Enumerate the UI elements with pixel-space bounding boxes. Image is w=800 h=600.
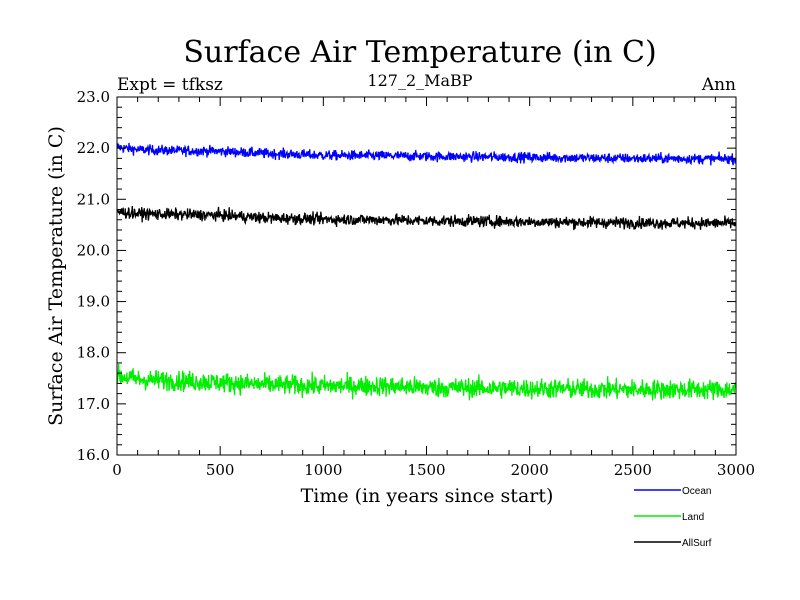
legend-label-land: Land (682, 512, 704, 523)
y-tick-label: 18.0 (77, 344, 110, 362)
x-tick-label: 2500 (614, 461, 652, 479)
series-allsurf-line (116, 205, 737, 231)
x-tick-label: 0 (112, 461, 122, 479)
legend: Ocean Land AllSurf (634, 486, 712, 549)
series-land-line (116, 363, 737, 401)
legend-label-ocean: Ocean (682, 486, 711, 497)
x-tick-label: 2000 (511, 461, 549, 479)
chart-subtitle: 127_2_MaBP (367, 71, 472, 90)
plot-area: 0 500 1000 1500 2000 2500 3000 16.0 17.0 18.0 19.0… (77, 88, 756, 479)
y-tick-label: 21.0 (77, 190, 110, 208)
y-tick-label: 16.0 (77, 446, 110, 464)
x-tick-label: 1000 (304, 461, 342, 479)
experiment-label: Expt = tfksz (117, 75, 223, 95)
x-tick-label: 1500 (407, 461, 445, 479)
series-ocean-line (116, 142, 737, 166)
y-axis-label: Surface Air Temperature (in C) (45, 126, 67, 426)
legend-label-allsurf: AllSurf (682, 538, 712, 549)
y-tick-label: 22.0 (77, 139, 110, 157)
x-tick-label: 3000 (717, 461, 755, 479)
y-tick-label: 20.0 (77, 241, 110, 259)
y-tick-label: 23.0 (77, 88, 110, 106)
y-tick-label: 19.0 (77, 293, 110, 311)
chart-title: Surface Air Temperature (in C) (183, 35, 656, 70)
x-axis-label: Time (in years since start) (301, 485, 554, 507)
y-tick-label: 17.0 (77, 395, 110, 413)
season-label: Ann (701, 75, 736, 95)
x-tick-label: 500 (206, 461, 235, 479)
